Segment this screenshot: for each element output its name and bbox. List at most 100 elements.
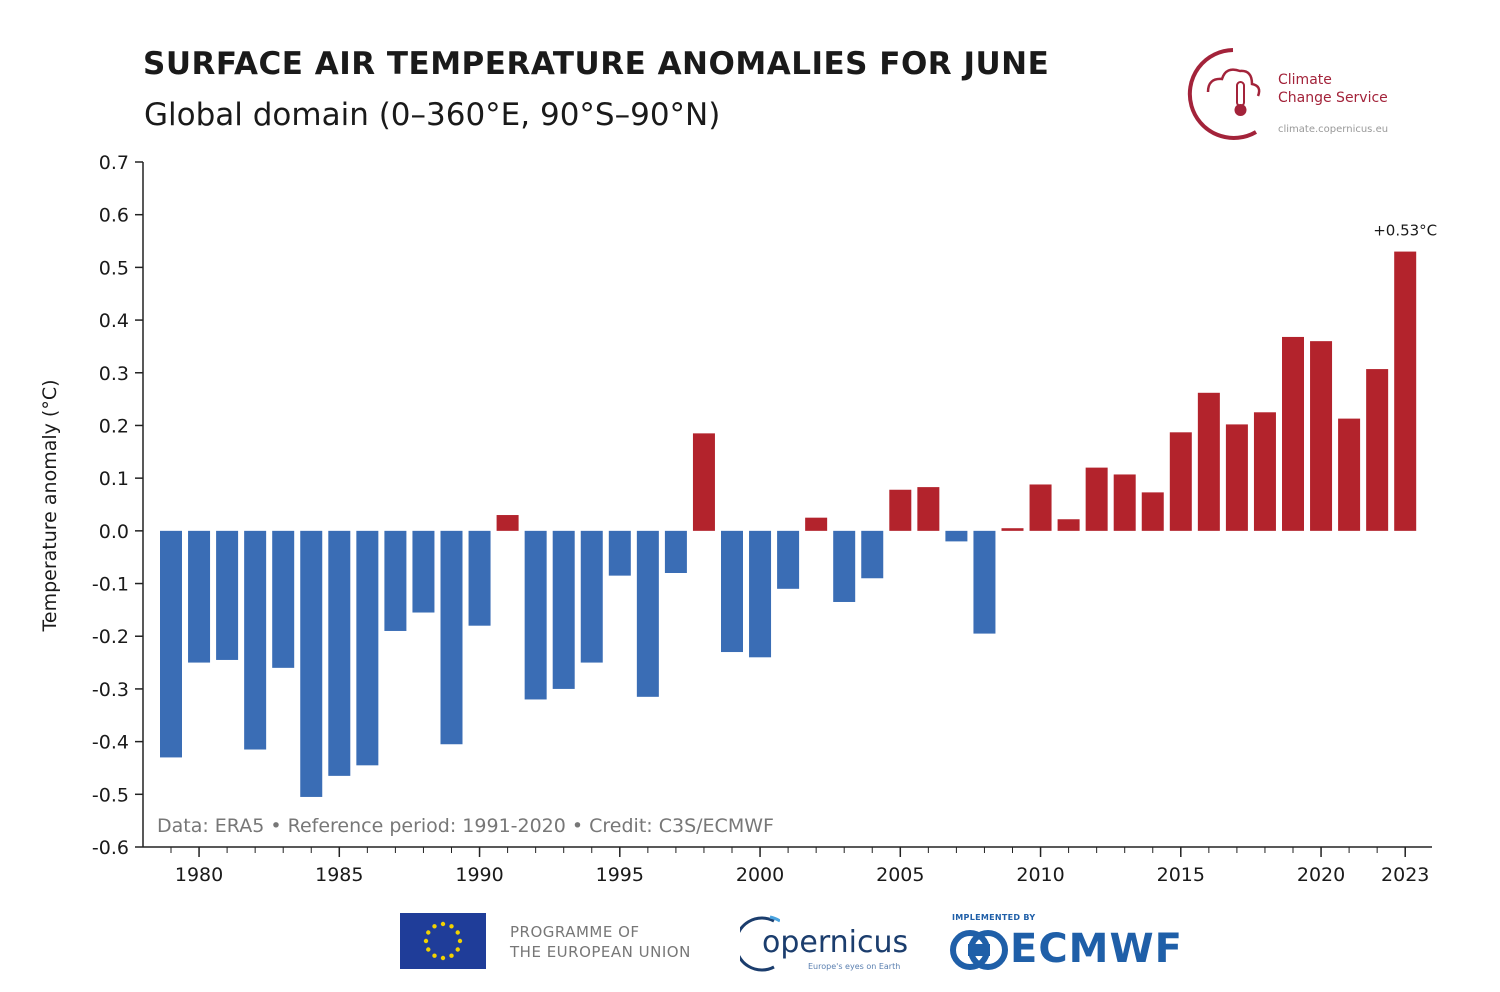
y-tick-label: -0.6 — [92, 837, 129, 859]
bar-1988 — [412, 530, 435, 613]
bar-1981 — [216, 530, 239, 660]
y-tick-label: -0.3 — [92, 679, 129, 701]
bar-2006 — [917, 487, 940, 531]
bar-1985 — [328, 530, 351, 776]
bar-1993 — [552, 530, 575, 689]
bar-1998 — [692, 433, 715, 531]
eu-star — [432, 924, 437, 929]
eu-programme-line1: PROGRAMME OF — [510, 923, 640, 941]
bar-2005 — [889, 489, 912, 531]
bar-annotation: +0.53°C — [1373, 222, 1437, 240]
eu-flag-icon — [400, 913, 486, 969]
bar-1982 — [244, 530, 267, 750]
bar-2017 — [1225, 424, 1248, 531]
eu-star — [449, 953, 454, 958]
eu-star — [449, 924, 454, 929]
x-tick-label: 2005 — [876, 864, 924, 886]
bar-1983 — [272, 530, 295, 668]
eu-star — [440, 955, 446, 961]
copernicus-c-icon — [740, 915, 780, 972]
x-tick-label: 1980 — [175, 864, 223, 886]
c3s-logo-url: climate.copernicus.eu — [1278, 124, 1389, 135]
eu-star — [457, 938, 463, 944]
chart-axes — [135, 161, 1432, 857]
eu-star — [426, 947, 431, 952]
bar-2018 — [1253, 412, 1276, 531]
y-tick-label: 0.2 — [99, 415, 129, 437]
x-tick-label: 2023 — [1381, 864, 1429, 886]
bar-1995 — [608, 530, 631, 576]
y-tick-label: 0.4 — [99, 310, 129, 332]
bar-2014 — [1141, 492, 1164, 531]
bar-2001 — [777, 530, 800, 589]
bar-2002 — [805, 517, 828, 531]
bar-2011 — [1057, 519, 1080, 531]
bar-1979 — [160, 530, 182, 758]
chart-labels: 0.7 0.6 0.5 0.4 0.3 0.2 0.1 0.0 -0.1 -0.2 -0.3 -0.4… — [39, 152, 1437, 886]
bar-2022 — [1366, 369, 1389, 531]
bar-2020 — [1310, 341, 1333, 531]
bar-2010 — [1029, 484, 1052, 531]
eu-programme-line2: THE EUROPEAN UNION — [510, 943, 691, 961]
bar-1990 — [468, 530, 491, 626]
y-tick-label: 0.6 — [99, 205, 129, 227]
cloud-thermometer-icon — [1187, 48, 1261, 140]
bar-2009 — [1001, 528, 1024, 531]
bar-1986 — [356, 530, 379, 766]
bar-2013 — [1113, 474, 1136, 531]
x-tick-label: 2000 — [736, 864, 784, 886]
y-tick-label: 0.7 — [99, 152, 129, 174]
x-tick-label: 1995 — [596, 864, 644, 886]
y-tick-label: 0.5 — [99, 257, 129, 279]
bar-1984 — [300, 530, 323, 797]
y-tick-label: 0.0 — [99, 521, 129, 543]
x-tick-label: 2020 — [1297, 864, 1345, 886]
ecmwf-implemented-by: IMPLEMENTED BY — [952, 913, 1036, 922]
y-tick-label: -0.4 — [92, 732, 129, 754]
y-tick-label: 0.1 — [99, 468, 129, 490]
eu-star — [423, 938, 429, 944]
bar-1987 — [384, 530, 407, 631]
copernicus-tagline: Europe's eyes on Earth — [808, 962, 901, 971]
copernicus-logo-text: opernicus — [762, 925, 909, 960]
bar-1996 — [636, 530, 659, 697]
x-tick-label: 1985 — [315, 864, 363, 886]
bar-1980 — [188, 530, 211, 663]
c3s-logo-line1: Climate — [1278, 72, 1332, 88]
bar-2008 — [973, 530, 996, 634]
eu-programme-text: PROGRAMME OF THE EUROPEAN UNION — [510, 922, 691, 962]
x-tick-label: 1990 — [455, 864, 503, 886]
c3s-logo: Climate Change Service climate.copernicu… — [1178, 44, 1448, 144]
eu-star — [455, 930, 460, 935]
bar-2000 — [749, 530, 772, 658]
y-tick-label: -0.2 — [92, 626, 129, 648]
ecmwf-icon — [950, 930, 1008, 970]
bar-1994 — [580, 530, 603, 663]
c3s-logo-line2: Change Service — [1278, 90, 1388, 106]
eu-star — [426, 930, 431, 935]
bar-2021 — [1338, 418, 1361, 531]
bar-2023 — [1394, 251, 1417, 531]
credit-text: Data: ERA5 • Reference period: 1991-2020… — [157, 815, 774, 837]
bar-1992 — [524, 530, 547, 700]
x-tick-label: 2015 — [1157, 864, 1205, 886]
bar-2019 — [1282, 336, 1304, 531]
y-tick-label: 0.3 — [99, 363, 129, 385]
chart-bars — [160, 251, 1417, 797]
bar-1999 — [721, 530, 743, 653]
bar-2007 — [945, 530, 968, 542]
bar-2015 — [1169, 432, 1192, 531]
bar-1997 — [664, 530, 687, 573]
chart-subtitle: Global domain (0–360°E, 90°S–90°N) — [144, 97, 721, 133]
bar-2012 — [1085, 467, 1108, 531]
bar-2003 — [833, 530, 856, 602]
x-tick-label: 2010 — [1016, 864, 1064, 886]
bar-chart: 0.7 0.6 0.5 0.4 0.3 0.2 0.1 0.0 -0.1 -0.2 -0.3 -0.4… — [39, 152, 1437, 886]
eu-star — [440, 921, 446, 927]
y-axis-label: Temperature anomaly (°C) — [39, 379, 61, 632]
bar-1989 — [440, 530, 463, 745]
eu-star — [432, 953, 437, 958]
y-tick-label: -0.5 — [92, 784, 129, 806]
bar-1991 — [496, 515, 519, 531]
chart-title: SURFACE AIR TEMPERATURE ANOMALIES FOR JU… — [143, 46, 1050, 82]
